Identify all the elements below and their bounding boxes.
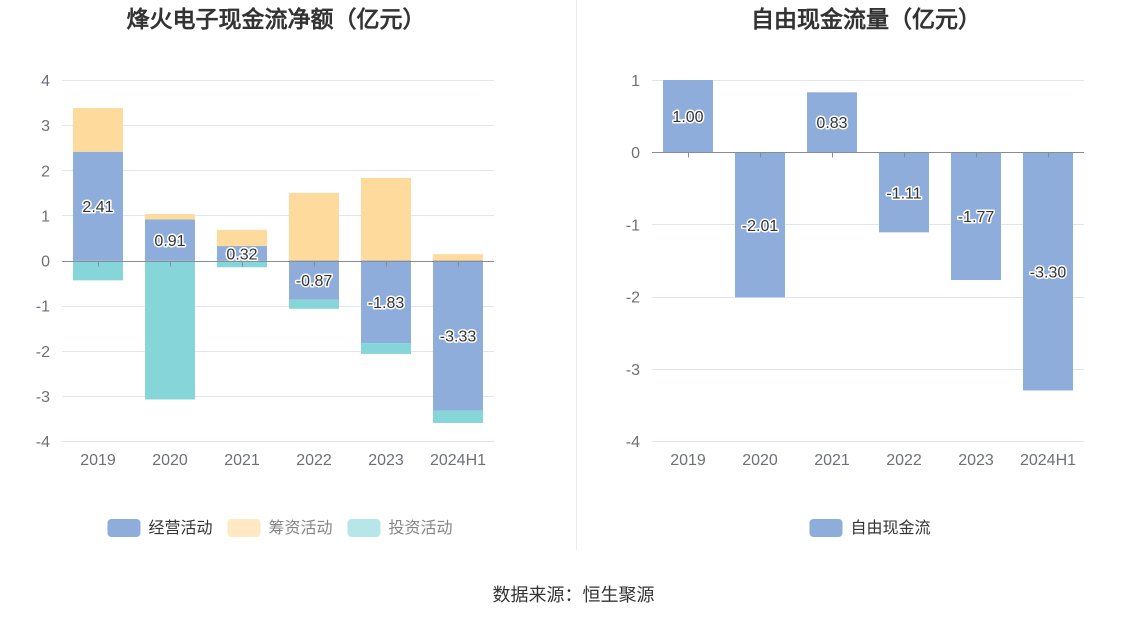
chart-divider	[576, 0, 577, 550]
bar-segment[interactable]	[663, 80, 713, 153]
chart-1-legend: 经营活动 筹资活动 投资活动	[107, 518, 453, 537]
gridlines	[652, 80, 1084, 442]
legend-swatch	[107, 519, 141, 537]
bar-value-label: 2.41	[82, 199, 113, 216]
bars	[73, 107, 483, 423]
legend-item-investing[interactable]: 投资活动	[347, 518, 453, 537]
y-tick-label: -3	[36, 389, 50, 406]
bar-segment[interactable]	[145, 219, 195, 261]
x-tick-label: 2023	[958, 452, 994, 469]
bar-segment[interactable]	[433, 254, 483, 261]
legend-item-financing[interactable]: 筹资活动	[227, 518, 333, 537]
bar-segment[interactable]	[433, 410, 483, 423]
x-tick-label: 2021	[224, 452, 260, 469]
chart-2-plot-area: 1 0 -1 -2 -3 -4 2019 2020 2021 2022 2023 2024H1 1.00…	[626, 73, 1084, 469]
bar-value-label: -3.30	[1030, 264, 1067, 281]
chart-2-legend: 自由现金流	[809, 518, 931, 537]
bar-value-label: -0.87	[296, 273, 333, 290]
y-tick-label: -2	[626, 290, 640, 307]
bar-segment[interactable]	[289, 192, 339, 261]
legend-label: 自由现金流	[850, 518, 931, 537]
bar-segment[interactable]	[361, 260, 411, 344]
x-tick-label: 2019	[80, 452, 116, 469]
x-tick-label: 2024H1	[1020, 452, 1076, 469]
bar-value-label: -3.33	[440, 329, 477, 346]
y-tick-label: -1	[626, 217, 640, 234]
bar-value-label: 0.83	[816, 115, 847, 132]
y-tick-label: 3	[41, 118, 50, 135]
x-tick-label: 2021	[814, 452, 850, 469]
bar-segment[interactable]	[145, 214, 195, 220]
bar-segment[interactable]	[361, 343, 411, 354]
y-tick-label: -2	[36, 344, 50, 361]
y-tick-label: 0	[631, 145, 640, 162]
legend-swatch	[347, 519, 381, 537]
x-tick-label: 2023	[368, 452, 404, 469]
bar-value-label: 1.00	[672, 109, 703, 126]
y-tick-label: -1	[36, 299, 50, 316]
bar-segment[interactable]	[289, 260, 339, 300]
bars	[663, 80, 1073, 391]
y-tick-label: -3	[626, 362, 640, 379]
bar-segment[interactable]	[879, 152, 929, 233]
bar-segment[interactable]	[361, 177, 411, 261]
y-tick-label: 1	[41, 208, 50, 225]
bar-value-label: -1.83	[368, 295, 405, 312]
x-tick-label: 2022	[886, 452, 922, 469]
y-tick-label: -4	[36, 434, 50, 451]
bar-segment[interactable]	[73, 107, 123, 152]
x-tick-label: 2022	[296, 452, 332, 469]
bar-segment[interactable]	[73, 260, 123, 281]
y-tick-label: 1	[631, 73, 640, 90]
y-tick-label: -4	[626, 434, 640, 451]
data-source-note: 数据来源：恒生聚源	[492, 585, 655, 606]
bar-segment[interactable]	[217, 229, 267, 247]
chart-1-title: 烽火电子现金流净额（亿元）	[127, 6, 426, 33]
bar-value-label: 0.32	[226, 246, 257, 263]
y-tick-label: 4	[41, 73, 50, 90]
legend-swatch	[227, 519, 261, 537]
x-tick-label: 2024H1	[430, 452, 486, 469]
chart-1-plot-area: 4 3 2 1 0 -1 -2 -3 -4 2019 2020 2021 2022 2023 2024H1 2…	[36, 73, 494, 469]
bar-value-label: -1.11	[886, 185, 921, 202]
bar-segment[interactable]	[73, 151, 123, 261]
x-tick-label: 2020	[742, 452, 778, 469]
bar-segment[interactable]	[735, 152, 785, 298]
bar-segment[interactable]	[433, 260, 483, 411]
bar-segment[interactable]	[807, 92, 857, 153]
bar-segment[interactable]	[289, 299, 339, 309]
bar-value-label: 0.91	[154, 233, 185, 250]
bar-value-label: -2.01	[742, 218, 779, 235]
legend-item-operating[interactable]: 经营活动	[107, 519, 212, 537]
y-tick-label: 2	[41, 163, 50, 180]
bar-segment[interactable]	[217, 246, 267, 261]
legend-label: 经营活动	[148, 518, 213, 537]
bar-segment[interactable]	[145, 260, 195, 400]
bar-segment[interactable]	[1023, 152, 1073, 391]
y-tick-label: 0	[41, 254, 50, 271]
bar-value-label: -1.77	[958, 209, 995, 226]
legend-label: 投资活动	[388, 518, 453, 537]
legend-swatch	[809, 519, 843, 537]
x-tick-label: 2019	[670, 452, 706, 469]
bar-segment[interactable]	[951, 152, 1001, 280]
chart-2-title: 自由现金流量（亿元）	[751, 6, 981, 33]
gridlines	[62, 80, 494, 442]
x-tick-label: 2020	[152, 452, 188, 469]
legend-item-free-cash-flow[interactable]: 自由现金流	[809, 518, 931, 537]
legend-label: 筹资活动	[268, 518, 333, 537]
